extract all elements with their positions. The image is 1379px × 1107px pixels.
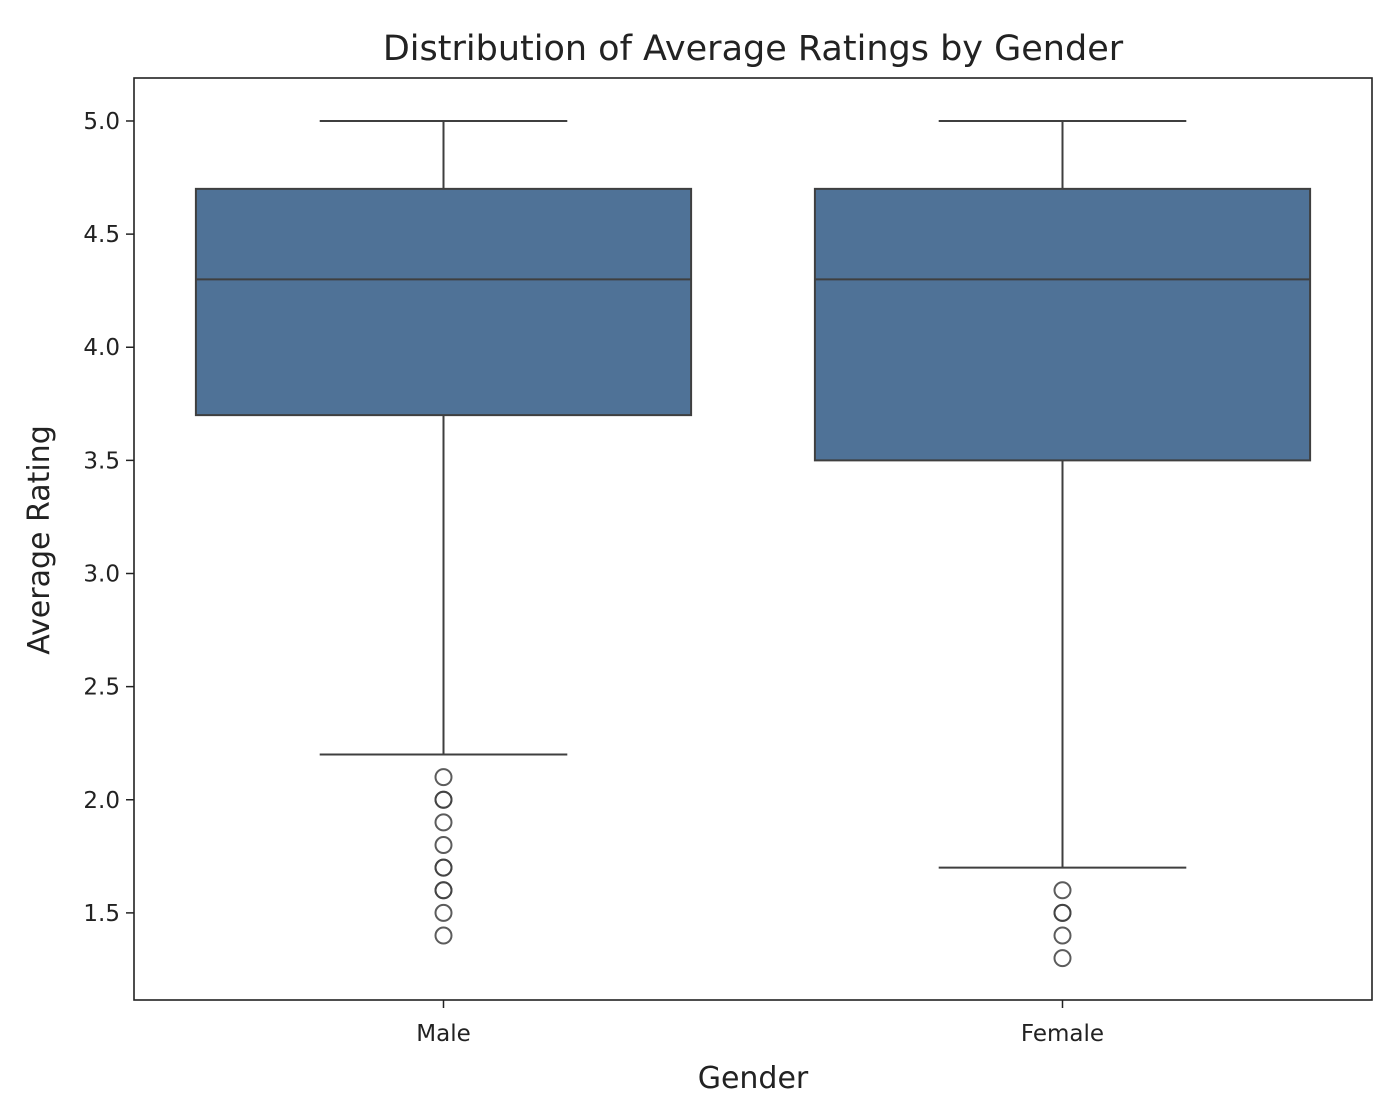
outlier-point [1053,903,1072,922]
y-axis-label: Average Rating [22,425,57,654]
y-tick-label: 2.5 [83,675,120,701]
outlier-point [434,790,453,809]
x-tick-label: Male [416,1021,470,1047]
box-female [813,187,1312,462]
outlier-point [434,903,453,922]
y-tick-label: 4.5 [83,222,120,248]
x-axis-label: Gender [698,1061,809,1096]
y-tick-label: 2.0 [83,788,120,814]
outlier-point [434,836,453,855]
box-male [194,187,693,417]
y-tick-label: 5.0 [83,109,120,135]
outlier-point [434,858,453,877]
y-tick-label: 3.0 [83,562,120,588]
outlier-point [1053,926,1072,945]
plot-frame [133,77,1373,1001]
y-tick-label: 1.5 [83,901,120,927]
outlier-point [434,813,453,832]
chart-title: Distribution of Average Ratings by Gende… [383,29,1124,69]
outlier-point [434,881,453,900]
outlier-point [1053,881,1072,900]
outlier-point [1053,949,1072,968]
outlier-point [434,768,453,787]
outlier-point [434,926,453,945]
x-tick-label: Female [1021,1021,1104,1047]
y-tick-label: 3.5 [83,448,120,474]
y-tick-label: 4.0 [83,335,120,361]
